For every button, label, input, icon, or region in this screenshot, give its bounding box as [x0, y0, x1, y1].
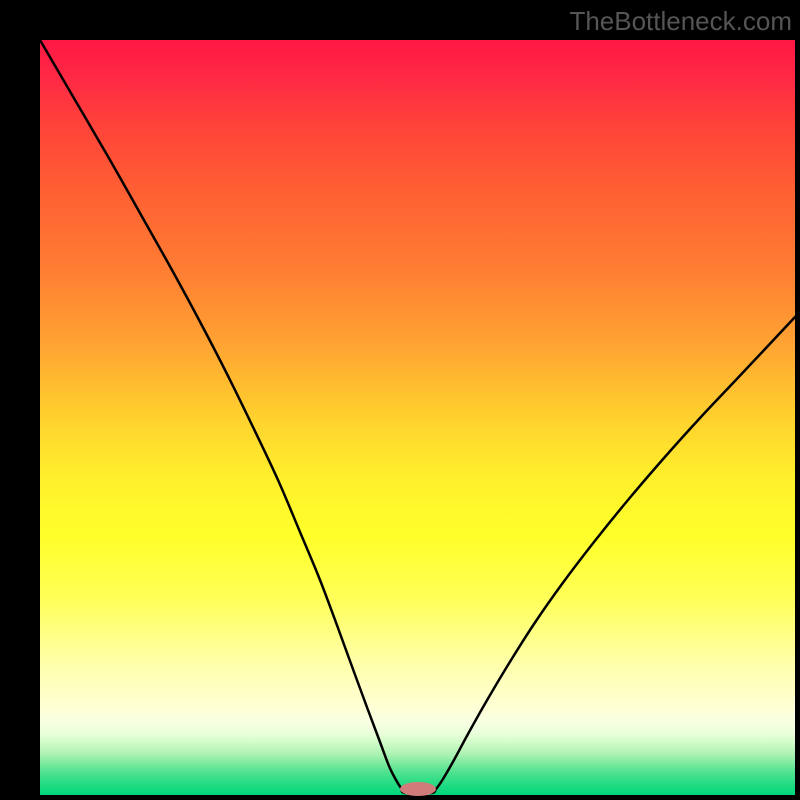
- gradient-background: [40, 40, 795, 795]
- chart-root: TheBottleneck.com: [0, 0, 800, 800]
- watermark-text: TheBottleneck.com: [569, 6, 792, 36]
- optimal-marker: [400, 782, 436, 796]
- chart-svg: TheBottleneck.com: [0, 0, 800, 800]
